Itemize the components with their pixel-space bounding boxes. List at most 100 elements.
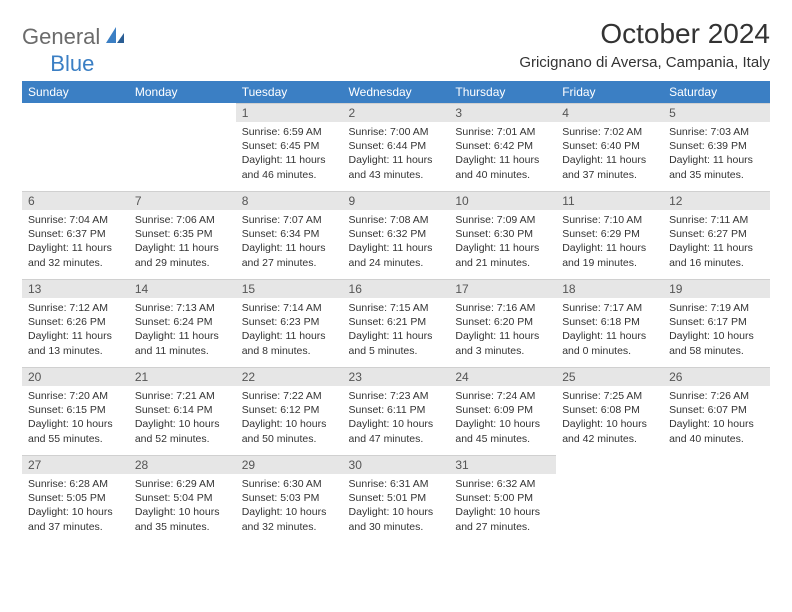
day-number: 8 — [236, 191, 343, 210]
day-details: Sunrise: 7:12 AMSunset: 6:26 PMDaylight:… — [22, 298, 129, 364]
day-details: Sunrise: 7:19 AMSunset: 6:17 PMDaylight:… — [663, 298, 770, 364]
day-details: Sunrise: 7:13 AMSunset: 6:24 PMDaylight:… — [129, 298, 236, 364]
calendar-day-cell: 26Sunrise: 7:26 AMSunset: 6:07 PMDayligh… — [663, 367, 770, 455]
weekday-saturday: Saturday — [663, 81, 770, 103]
day-number: 21 — [129, 367, 236, 386]
calendar-day-cell — [22, 103, 129, 191]
calendar-day-cell: 21Sunrise: 7:21 AMSunset: 6:14 PMDayligh… — [129, 367, 236, 455]
day-details: Sunrise: 7:14 AMSunset: 6:23 PMDaylight:… — [236, 298, 343, 364]
day-number: 26 — [663, 367, 770, 386]
calendar-day-cell: 27Sunrise: 6:28 AMSunset: 5:05 PMDayligh… — [22, 455, 129, 543]
day-details: Sunrise: 6:29 AMSunset: 5:04 PMDaylight:… — [129, 474, 236, 540]
day-number: 4 — [556, 103, 663, 122]
calendar-day-cell: 15Sunrise: 7:14 AMSunset: 6:23 PMDayligh… — [236, 279, 343, 367]
day-details: Sunrise: 7:01 AMSunset: 6:42 PMDaylight:… — [449, 122, 556, 188]
calendar-day-cell: 12Sunrise: 7:11 AMSunset: 6:27 PMDayligh… — [663, 191, 770, 279]
day-number: 11 — [556, 191, 663, 210]
calendar-week-row: 1Sunrise: 6:59 AMSunset: 6:45 PMDaylight… — [22, 103, 770, 191]
header: General Blue October 2024 Gricignano di … — [22, 18, 770, 71]
logo: General Blue — [22, 18, 128, 50]
calendar-day-cell: 4Sunrise: 7:02 AMSunset: 6:40 PMDaylight… — [556, 103, 663, 191]
weekday-sunday: Sunday — [22, 81, 129, 103]
day-details: Sunrise: 7:16 AMSunset: 6:20 PMDaylight:… — [449, 298, 556, 364]
day-number: 10 — [449, 191, 556, 210]
location-text: Gricignano di Aversa, Campania, Italy — [519, 54, 770, 71]
weekday-wednesday: Wednesday — [343, 81, 450, 103]
calendar-week-row: 27Sunrise: 6:28 AMSunset: 5:05 PMDayligh… — [22, 455, 770, 543]
day-details: Sunrise: 7:04 AMSunset: 6:37 PMDaylight:… — [22, 210, 129, 276]
day-details: Sunrise: 7:00 AMSunset: 6:44 PMDaylight:… — [343, 122, 450, 188]
day-number: 9 — [343, 191, 450, 210]
day-number: 13 — [22, 279, 129, 298]
calendar-day-cell: 17Sunrise: 7:16 AMSunset: 6:20 PMDayligh… — [449, 279, 556, 367]
calendar-day-cell — [129, 103, 236, 191]
calendar-day-cell: 19Sunrise: 7:19 AMSunset: 6:17 PMDayligh… — [663, 279, 770, 367]
day-details: Sunrise: 6:31 AMSunset: 5:01 PMDaylight:… — [343, 474, 450, 540]
calendar-week-row: 6Sunrise: 7:04 AMSunset: 6:37 PMDaylight… — [22, 191, 770, 279]
logo-sail-icon — [104, 25, 126, 50]
day-number: 24 — [449, 367, 556, 386]
day-number: 23 — [343, 367, 450, 386]
day-number: 16 — [343, 279, 450, 298]
day-number: 6 — [22, 191, 129, 210]
calendar-week-row: 20Sunrise: 7:20 AMSunset: 6:15 PMDayligh… — [22, 367, 770, 455]
calendar-day-cell: 30Sunrise: 6:31 AMSunset: 5:01 PMDayligh… — [343, 455, 450, 543]
calendar-day-cell: 1Sunrise: 6:59 AMSunset: 6:45 PMDaylight… — [236, 103, 343, 191]
calendar-day-cell: 24Sunrise: 7:24 AMSunset: 6:09 PMDayligh… — [449, 367, 556, 455]
calendar-day-cell: 10Sunrise: 7:09 AMSunset: 6:30 PMDayligh… — [449, 191, 556, 279]
month-title: October 2024 — [519, 18, 770, 50]
day-details: Sunrise: 7:06 AMSunset: 6:35 PMDaylight:… — [129, 210, 236, 276]
weekday-thursday: Thursday — [449, 81, 556, 103]
calendar-day-cell: 14Sunrise: 7:13 AMSunset: 6:24 PMDayligh… — [129, 279, 236, 367]
calendar-day-cell: 5Sunrise: 7:03 AMSunset: 6:39 PMDaylight… — [663, 103, 770, 191]
calendar-day-cell: 22Sunrise: 7:22 AMSunset: 6:12 PMDayligh… — [236, 367, 343, 455]
day-details: Sunrise: 7:22 AMSunset: 6:12 PMDaylight:… — [236, 386, 343, 452]
calendar-day-cell: 8Sunrise: 7:07 AMSunset: 6:34 PMDaylight… — [236, 191, 343, 279]
day-number: 14 — [129, 279, 236, 298]
day-number: 5 — [663, 103, 770, 122]
calendar-page: General Blue October 2024 Gricignano di … — [0, 0, 792, 553]
day-number: 12 — [663, 191, 770, 210]
day-number: 15 — [236, 279, 343, 298]
calendar-day-cell: 6Sunrise: 7:04 AMSunset: 6:37 PMDaylight… — [22, 191, 129, 279]
day-details: Sunrise: 7:10 AMSunset: 6:29 PMDaylight:… — [556, 210, 663, 276]
day-number: 17 — [449, 279, 556, 298]
weekday-friday: Friday — [556, 81, 663, 103]
calendar-day-cell: 11Sunrise: 7:10 AMSunset: 6:29 PMDayligh… — [556, 191, 663, 279]
calendar-day-cell: 9Sunrise: 7:08 AMSunset: 6:32 PMDaylight… — [343, 191, 450, 279]
weekday-monday: Monday — [129, 81, 236, 103]
day-details: Sunrise: 7:07 AMSunset: 6:34 PMDaylight:… — [236, 210, 343, 276]
calendar-day-cell: 28Sunrise: 6:29 AMSunset: 5:04 PMDayligh… — [129, 455, 236, 543]
day-details: Sunrise: 7:20 AMSunset: 6:15 PMDaylight:… — [22, 386, 129, 452]
day-details: Sunrise: 6:32 AMSunset: 5:00 PMDaylight:… — [449, 474, 556, 540]
day-details: Sunrise: 7:02 AMSunset: 6:40 PMDaylight:… — [556, 122, 663, 188]
day-number: 28 — [129, 455, 236, 474]
day-number: 18 — [556, 279, 663, 298]
day-details: Sunrise: 7:03 AMSunset: 6:39 PMDaylight:… — [663, 122, 770, 188]
logo-text-general: General — [22, 24, 100, 50]
title-block: October 2024 Gricignano di Aversa, Campa… — [519, 18, 770, 71]
day-details: Sunrise: 7:15 AMSunset: 6:21 PMDaylight:… — [343, 298, 450, 364]
calendar-table: Sunday Monday Tuesday Wednesday Thursday… — [22, 81, 770, 543]
day-number: 25 — [556, 367, 663, 386]
day-number: 20 — [22, 367, 129, 386]
day-details: Sunrise: 6:28 AMSunset: 5:05 PMDaylight:… — [22, 474, 129, 540]
calendar-day-cell: 31Sunrise: 6:32 AMSunset: 5:00 PMDayligh… — [449, 455, 556, 543]
day-number: 3 — [449, 103, 556, 122]
day-number: 22 — [236, 367, 343, 386]
day-details: Sunrise: 6:59 AMSunset: 6:45 PMDaylight:… — [236, 122, 343, 188]
day-number: 19 — [663, 279, 770, 298]
day-number: 27 — [22, 455, 129, 474]
day-number: 30 — [343, 455, 450, 474]
calendar-day-cell: 7Sunrise: 7:06 AMSunset: 6:35 PMDaylight… — [129, 191, 236, 279]
calendar-day-cell: 13Sunrise: 7:12 AMSunset: 6:26 PMDayligh… — [22, 279, 129, 367]
logo-text-blue: Blue — [50, 51, 94, 77]
day-number: 7 — [129, 191, 236, 210]
day-details: Sunrise: 7:26 AMSunset: 6:07 PMDaylight:… — [663, 386, 770, 452]
calendar-day-cell: 25Sunrise: 7:25 AMSunset: 6:08 PMDayligh… — [556, 367, 663, 455]
day-details: Sunrise: 7:17 AMSunset: 6:18 PMDaylight:… — [556, 298, 663, 364]
day-details: Sunrise: 7:23 AMSunset: 6:11 PMDaylight:… — [343, 386, 450, 452]
day-details: Sunrise: 7:09 AMSunset: 6:30 PMDaylight:… — [449, 210, 556, 276]
calendar-day-cell: 29Sunrise: 6:30 AMSunset: 5:03 PMDayligh… — [236, 455, 343, 543]
day-details: Sunrise: 7:25 AMSunset: 6:08 PMDaylight:… — [556, 386, 663, 452]
